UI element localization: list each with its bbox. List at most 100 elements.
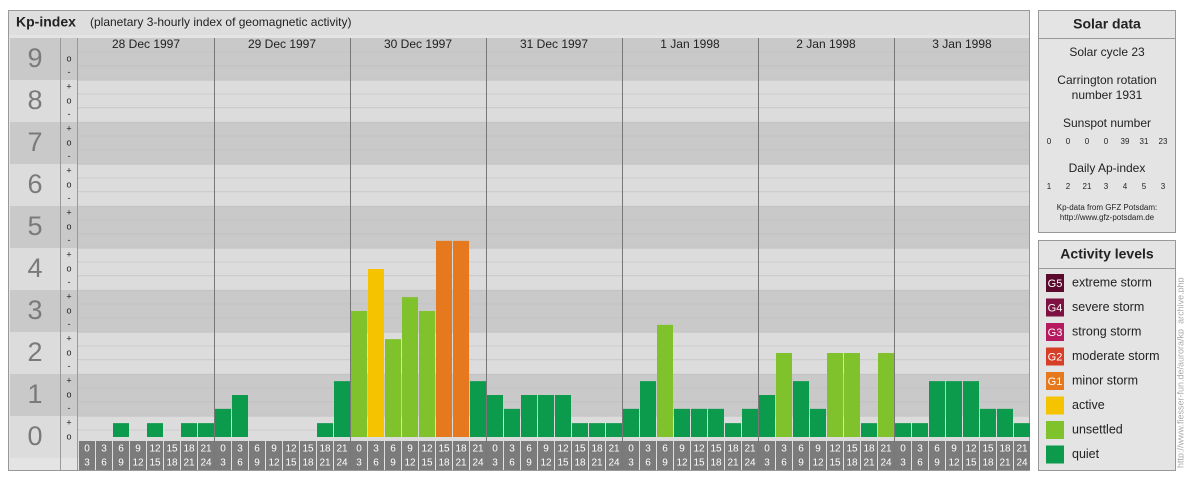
hour-end: 24 — [608, 458, 620, 469]
hour-cell — [79, 441, 95, 470]
ap-value: 3 — [1104, 182, 1109, 191]
bar — [317, 423, 333, 437]
solar-title: Solar data — [1073, 16, 1141, 32]
bar — [793, 381, 809, 437]
hour-end: 12 — [676, 458, 688, 469]
legend-swatch — [1046, 298, 1064, 317]
hour-end: 24 — [1016, 458, 1028, 469]
sunspot-value: 39 — [1121, 137, 1130, 146]
band — [10, 80, 1029, 122]
y-minor-tick-label: + — [66, 166, 71, 176]
hour-start: 18 — [455, 444, 467, 455]
hour-start: 9 — [679, 444, 685, 455]
hour-end: 21 — [999, 458, 1011, 469]
bar — [436, 240, 452, 437]
hour-cell — [385, 441, 401, 470]
bar — [725, 423, 741, 437]
chart-title: Kp-index — [16, 14, 76, 30]
hour-end: 3 — [764, 458, 770, 469]
hour-cell — [674, 441, 690, 470]
hour-end: 9 — [934, 458, 940, 469]
hour-cell — [521, 441, 537, 470]
sunspot-value: 31 — [1140, 137, 1149, 146]
legend-badge: G3 — [1048, 327, 1063, 339]
bar — [691, 408, 707, 437]
bar — [929, 381, 945, 437]
y-minor-tick-label: - — [68, 151, 71, 161]
legend-label: strong storm — [1072, 324, 1141, 338]
bar — [555, 395, 571, 437]
solar-panel — [1038, 10, 1176, 233]
hour-cell — [572, 441, 588, 470]
hour-end: 15 — [149, 458, 161, 469]
hour-end: 12 — [812, 458, 824, 469]
hour-cell — [895, 441, 911, 470]
y-minor-tick-label: - — [68, 193, 71, 203]
day-label: 29 Dec 1997 — [248, 37, 316, 51]
hour-end: 9 — [254, 458, 260, 469]
hour-start: 6 — [390, 444, 396, 455]
hour-end: 15 — [421, 458, 433, 469]
hour-end: 9 — [118, 458, 124, 469]
y-minor-tick-label: + — [66, 334, 71, 344]
hour-end: 24 — [200, 458, 212, 469]
hour-start: 9 — [135, 444, 141, 455]
hour-start: 15 — [710, 444, 722, 455]
hour-cell — [266, 441, 282, 470]
hour-start: 18 — [727, 444, 739, 455]
hour-end: 3 — [356, 458, 362, 469]
band — [10, 164, 1029, 206]
bar — [810, 408, 826, 437]
y-tick-label: 0 — [27, 421, 42, 451]
hour-cell — [929, 441, 945, 470]
hour-end: 12 — [268, 458, 280, 469]
sunspot-label: Sunspot number — [1063, 116, 1151, 130]
bar — [674, 408, 690, 437]
bar — [504, 408, 520, 437]
legend-swatch — [1046, 323, 1064, 341]
hour-end: 15 — [557, 458, 569, 469]
hour-start: 15 — [166, 444, 178, 455]
hour-start: 12 — [421, 444, 433, 455]
hour-end: 12 — [948, 458, 960, 469]
y-minor-tick-label: o — [66, 431, 71, 441]
legend-label: quiet — [1072, 447, 1100, 461]
hour-start: 3 — [101, 444, 107, 455]
hour-cell — [623, 441, 639, 470]
y-minor-tick-label: + — [66, 292, 71, 302]
hour-cell — [589, 441, 605, 470]
hour-end: 24 — [472, 458, 484, 469]
hour-start: 12 — [693, 444, 705, 455]
hour-end: 15 — [965, 458, 977, 469]
hour-end: 24 — [744, 458, 756, 469]
y-minor-tick-label: - — [68, 109, 71, 119]
hour-end: 21 — [455, 458, 467, 469]
hour-cell — [861, 441, 877, 470]
hour-start: 15 — [846, 444, 858, 455]
y-minor-tick-label: o — [66, 221, 71, 231]
hour-end: 21 — [591, 458, 603, 469]
y-minor-tick-label: + — [66, 124, 71, 134]
sunspot-value: 0 — [1066, 137, 1071, 146]
y-minor-tick-label: - — [68, 319, 71, 329]
bar — [742, 408, 758, 437]
bar — [198, 423, 214, 437]
bar — [181, 423, 197, 437]
hour-end: 12 — [540, 458, 552, 469]
bar — [572, 423, 588, 437]
hour-end: 3 — [492, 458, 498, 469]
hour-start: 3 — [237, 444, 243, 455]
sunspot-value: 0 — [1085, 137, 1090, 146]
hour-start: 6 — [934, 444, 940, 455]
hour-cell — [419, 441, 435, 470]
y-minor-tick-label: - — [68, 361, 71, 371]
hour-cell — [980, 441, 996, 470]
hour-start: 12 — [149, 444, 161, 455]
bar — [351, 311, 367, 437]
y-tick-label: 1 — [27, 379, 42, 409]
hour-start: 9 — [951, 444, 957, 455]
bar — [657, 324, 673, 437]
hour-end: 21 — [863, 458, 875, 469]
hour-end: 21 — [183, 458, 195, 469]
legend-title: Activity levels — [1060, 246, 1154, 262]
